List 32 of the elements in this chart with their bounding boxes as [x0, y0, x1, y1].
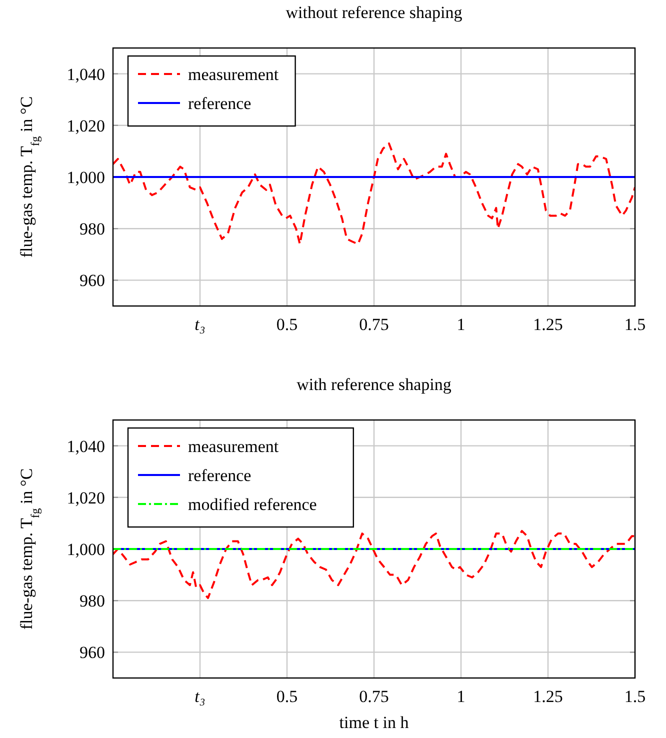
y-tick-label: 1,020 [66, 116, 105, 136]
y-tick-label: 960 [80, 643, 105, 662]
x-tick-label: 1 [456, 315, 466, 334]
chart-title: without reference shaping [286, 3, 463, 22]
y-tick-label: 980 [80, 592, 105, 611]
chart-title: with reference shaping [296, 375, 452, 394]
line-series [113, 142, 635, 246]
legend-label: reference [188, 94, 252, 113]
x-tick-label: 0.75 [359, 315, 389, 334]
y-tick-label: 980 [80, 220, 105, 239]
y-tick-label: 1,000 [66, 540, 105, 559]
x-tick-label: t₃ [194, 687, 206, 706]
y-tick-label: 960 [80, 271, 105, 290]
x-tick-label: 0.75 [359, 687, 389, 706]
x-tick-label: 1.5 [624, 315, 646, 334]
legend-label: modified reference [188, 495, 317, 514]
x-tick-label: 1.25 [533, 687, 563, 706]
line-series [113, 530, 635, 600]
x-tick-label: t₃ [194, 315, 206, 334]
x-axis-title: time t in h [339, 713, 410, 732]
y-tick-label: 1,000 [66, 168, 105, 187]
y-tick-label: 1,040 [66, 64, 105, 84]
x-tick-label: 1 [456, 687, 466, 706]
x-tick-label: 1.25 [533, 315, 563, 334]
legend-label: measurement [188, 65, 279, 84]
x-tick-label: 0.5 [276, 687, 298, 706]
legend-label: reference [188, 466, 252, 485]
x-tick-label: 0.5 [276, 315, 298, 334]
y-tick-label: 1,040 [66, 436, 105, 456]
legend-label: measurement [188, 437, 279, 456]
x-tick-label: 1.5 [624, 687, 646, 706]
y-tick-label: 1,020 [66, 488, 105, 508]
